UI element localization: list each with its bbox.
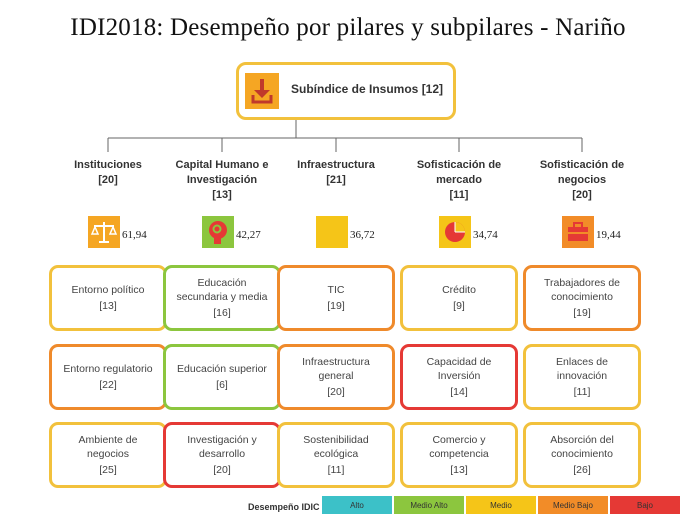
legend-item: Bajo <box>610 496 680 514</box>
pillar-name: Sofisticación de negocios <box>539 159 625 186</box>
pillar-name: Instituciones <box>74 159 142 171</box>
pillar-name: Sofisticación de mercado <box>416 159 502 186</box>
subpillar-card: Trabajadores de conocimiento [19] <box>523 265 641 331</box>
subpillar-card: Sostenibilidad ecológica [11] <box>277 422 395 488</box>
pillar-header-capital-humano-e-investigacion: Capital Humano e Investigación [13] <box>167 158 277 203</box>
subpillar-name: Trabajadores de conocimiento <box>543 277 621 303</box>
legend-item: Alto <box>322 496 392 514</box>
subpillar-card: TIC [19] <box>277 265 395 331</box>
scales-icon <box>88 216 120 248</box>
pillar-rank: [21] <box>326 174 346 186</box>
subpillar-rank: [25] <box>99 464 117 476</box>
pillar-header-sofisticacion-de-negocios: Sofisticación de negocios [20] <box>527 158 637 203</box>
subpillar-rank: [19] <box>573 307 591 319</box>
subpillar-rank: [6] <box>216 379 228 391</box>
legend-item: Medio <box>466 496 536 514</box>
subpillar-name: Entorno regulatorio <box>63 363 153 375</box>
subpillar-card: Capacidad de Inversión [14] <box>400 344 518 410</box>
pillar-rank: [11] <box>449 189 469 201</box>
subpillar-name: Comercio y competencia <box>429 434 489 460</box>
subpillar-rank: [20] <box>327 386 345 398</box>
pillar-score: 36,72 <box>350 229 375 241</box>
subpillar-name: Enlaces de innovación <box>556 356 608 382</box>
download-icon <box>245 73 279 109</box>
subpillar-name: Investigación y desarrollo <box>187 434 257 460</box>
subpillar-name: Infraestructura general <box>302 356 370 382</box>
subpillar-rank: [19] <box>327 300 345 312</box>
subpillar-card: Investigación y desarrollo [20] <box>163 422 281 488</box>
subpillar-card: Infraestructura general [20] <box>277 344 395 410</box>
subpillar-rank: [26] <box>573 464 591 476</box>
root-node: Subíndice de Insumos [12] <box>236 62 456 120</box>
subpillar-rank: [16] <box>213 307 231 319</box>
pillar-score: 19,44 <box>596 229 621 241</box>
pie-chart-icon <box>439 216 471 248</box>
pillar-score: 61,94 <box>122 229 147 241</box>
subpillar-name: Sostenibilidad ecológica <box>303 434 369 460</box>
briefcase-icon <box>562 216 594 248</box>
subpillar-name: Educación secundaria y media <box>176 277 268 303</box>
subpillar-card: Educación secundaria y media [16] <box>163 265 281 331</box>
subpillar-rank: [20] <box>213 464 231 476</box>
subpillar-rank: [11] <box>327 464 345 476</box>
pillar-rank: [20] <box>572 189 592 201</box>
subpillar-rank: [13] <box>99 300 117 312</box>
subpillar-card: Crédito [9] <box>400 265 518 331</box>
subpillar-name: Ambiente de negocios <box>78 434 138 460</box>
subpillar-card: Absorción del conocimiento [26] <box>523 422 641 488</box>
brain-gear-icon <box>202 216 234 248</box>
pillar-header-infraestructura: Infraestructura [21] <box>281 158 391 188</box>
subpillar-name: Absorción del conocimiento <box>550 434 614 460</box>
pillar-rank: [20] <box>98 174 118 186</box>
legend-label: Desempeño IDIC <box>248 502 320 512</box>
legend-item: Medio Alto <box>394 496 464 514</box>
subpillar-card: Comercio y competencia [13] <box>400 422 518 488</box>
pillar-name: Capital Humano e Investigación <box>175 159 269 186</box>
root-label: Subíndice de Insumos [12] <box>291 82 444 96</box>
pillar-name: Infraestructura <box>297 159 375 171</box>
subpillar-card: Educación superior [6] <box>163 344 281 410</box>
pillar-score: 42,27 <box>236 229 261 241</box>
subpillar-name: Educación superior <box>177 363 267 375</box>
pillar-header-instituciones: Instituciones [20] <box>53 158 163 188</box>
subpillar-rank: [13] <box>450 464 468 476</box>
subpillar-rank: [22] <box>99 379 117 391</box>
pillar-score: 34,74 <box>473 229 498 241</box>
legend-item: Medio Bajo <box>538 496 608 514</box>
subpillar-name: Entorno político <box>71 284 145 296</box>
subpillar-rank: [9] <box>453 300 465 312</box>
subpillar-name: TIC <box>327 284 345 296</box>
subpillar-card: Ambiente de negocios [25] <box>49 422 167 488</box>
subpillar-rank: [14] <box>450 386 468 398</box>
subpillar-card: Entorno regulatorio [22] <box>49 344 167 410</box>
subpillar-name: Capacidad de Inversión <box>426 356 492 382</box>
subpillar-card: Entorno político [13] <box>49 265 167 331</box>
pillar-header-sofisticacion-de-mercado: Sofisticación de mercado [11] <box>404 158 514 203</box>
pillar-rank: [13] <box>212 189 232 201</box>
subpillar-card: Enlaces de innovación [11] <box>523 344 641 410</box>
subpillar-name: Crédito <box>442 284 476 296</box>
infrastructure-icon <box>316 216 348 248</box>
subpillar-rank: [11] <box>573 386 591 398</box>
page-title: IDI2018: Desempeño por pilares y subpila… <box>70 14 626 41</box>
